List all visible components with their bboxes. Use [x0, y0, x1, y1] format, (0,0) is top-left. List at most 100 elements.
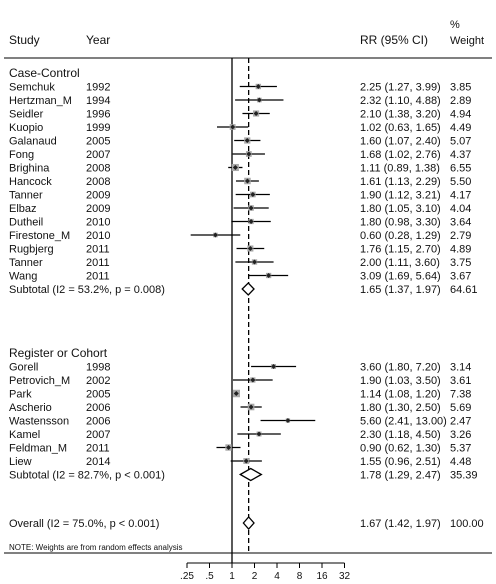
- study-year: 1998: [86, 362, 110, 374]
- study-year: 2014: [86, 456, 110, 468]
- study-year: 1992: [86, 82, 110, 94]
- footnote: NOTE: Weights are from random effects an…: [9, 543, 183, 552]
- study-name: Petrovich_M: [9, 375, 70, 387]
- study-ci-text: 2.32 (1.10, 4.88): [360, 95, 441, 107]
- header-weight-pct: %: [450, 19, 460, 31]
- study-weight: 7.38: [450, 389, 471, 401]
- study-name: Park: [9, 389, 32, 401]
- study-name: Rugbjerg: [9, 244, 54, 256]
- x-tick-label: 16: [316, 571, 328, 582]
- header-year: Year: [86, 33, 110, 47]
- point-estimate: [248, 205, 254, 211]
- study-ci-text: 3.09 (1.69, 5.64): [360, 271, 441, 283]
- study-weight: 4.04: [450, 203, 471, 215]
- study-ci-text: 1.90 (1.03, 3.50): [360, 375, 441, 387]
- study-weight: 4.48: [450, 456, 471, 468]
- study-year: 2009: [86, 203, 110, 215]
- point-estimate: [212, 232, 218, 238]
- study-year: 1996: [86, 109, 110, 121]
- x-tick-label: .25: [180, 571, 194, 582]
- study-ci-text: 0.90 (0.62, 1.30): [360, 443, 441, 455]
- study-year: 2007: [86, 149, 110, 161]
- study-year: 2005: [86, 389, 110, 401]
- study-year: 2011: [86, 271, 110, 283]
- study-ci-text: 1.90 (1.12, 3.21): [360, 190, 441, 202]
- study-weight: 4.49: [450, 122, 471, 134]
- header-weight: Weight: [450, 35, 484, 47]
- study-name: Semchuk: [9, 82, 55, 94]
- subtotal-weight: 64.61: [450, 284, 478, 296]
- point-estimate: [255, 84, 261, 89]
- point-estimate: [232, 165, 238, 170]
- study-year: 2008: [86, 163, 110, 175]
- study-ci-text: 2.30 (1.18, 4.50): [360, 429, 441, 441]
- study-name: Fong: [9, 149, 34, 161]
- study-weight: 5.69: [450, 402, 471, 414]
- study-year: 2011: [86, 244, 110, 256]
- study-ci-text: 3.60 (1.80, 7.20): [360, 362, 441, 374]
- study-name: Wang: [9, 271, 37, 283]
- study-name: Hertzman_M: [9, 95, 72, 107]
- point-estimate: [256, 97, 262, 103]
- header-study: Study: [9, 33, 40, 47]
- study-year: 2007: [86, 429, 110, 441]
- point-estimate: [248, 219, 254, 224]
- subtotal-ci-text: 1.78 (1.29, 2.47): [360, 470, 441, 482]
- study-name: Wastensson: [9, 416, 69, 428]
- study-ci-text: 1.80 (1.30, 2.50): [360, 402, 441, 414]
- study-year: 2006: [86, 416, 110, 428]
- point-estimate: [250, 377, 256, 383]
- study-weight: 3.26: [450, 429, 471, 441]
- study-ci-text: 1.14 (1.08, 1.20): [360, 389, 441, 401]
- point-estimate: [243, 458, 249, 464]
- study-weight: 2.79: [450, 230, 471, 242]
- study-ci-text: 2.25 (1.27, 3.99): [360, 82, 441, 94]
- study-name: Seidler: [9, 109, 44, 121]
- point-estimate: [247, 246, 253, 251]
- study-year: 2010: [86, 217, 110, 229]
- study-name: Kuopio: [9, 122, 43, 134]
- study-ci-text: 1.61 (1.13, 2.29): [360, 176, 441, 188]
- study-weight: 2.47: [450, 416, 471, 428]
- point-estimate: [226, 445, 232, 450]
- x-tick-label: 4: [274, 571, 280, 582]
- overall-ci-text: 1.67 (1.42, 1.97): [360, 518, 441, 530]
- study-weight: 2.89: [450, 95, 471, 107]
- subtotal-diamond: [238, 467, 263, 482]
- study-weight: 3.64: [450, 217, 471, 229]
- point-estimate: [266, 273, 272, 278]
- study-weight: 3.14: [450, 362, 471, 374]
- study-name: Firestone_M: [9, 230, 70, 242]
- point-estimate: [253, 111, 259, 116]
- x-tick-label: 8: [297, 571, 303, 582]
- point-estimate: [230, 124, 236, 130]
- study-ci-text: 1.76 (1.15, 2.70): [360, 244, 441, 256]
- point-estimate: [285, 418, 291, 423]
- study-year: 2005: [86, 136, 110, 148]
- header-rr: RR (95% CI): [360, 33, 428, 47]
- study-weight: 5.50: [450, 176, 471, 188]
- point-estimate: [271, 364, 277, 369]
- study-ci-text: 2.00 (1.11, 3.60): [360, 257, 440, 269]
- study-weight: 5.37: [450, 443, 471, 455]
- group-label: Case-Control: [9, 66, 80, 80]
- point-estimate: [244, 138, 250, 143]
- study-ci-text: 1.60 (1.07, 2.40): [360, 136, 441, 148]
- study-ci-text: 5.60 (2.41, 13.00): [360, 416, 447, 428]
- subtotal-weight: 35.39: [450, 470, 478, 482]
- study-name: Ascherio: [9, 402, 52, 414]
- study-weight: 5.07: [450, 136, 471, 148]
- study-weight: 3.75: [450, 257, 471, 269]
- study-ci-text: 1.68 (1.02, 2.76): [360, 149, 441, 161]
- study-year: 2009: [86, 190, 110, 202]
- point-estimate: [252, 259, 257, 265]
- study-name: Brighina: [9, 163, 50, 175]
- study-weight: 3.61: [450, 375, 471, 387]
- subtotal-ci-text: 1.65 (1.37, 1.97): [360, 284, 441, 296]
- overall-diamond: [242, 516, 255, 530]
- study-year: 2006: [86, 402, 110, 414]
- study-name: Gorell: [9, 362, 38, 374]
- study-name: Kamel: [9, 429, 40, 441]
- study-year: 2002: [86, 375, 110, 387]
